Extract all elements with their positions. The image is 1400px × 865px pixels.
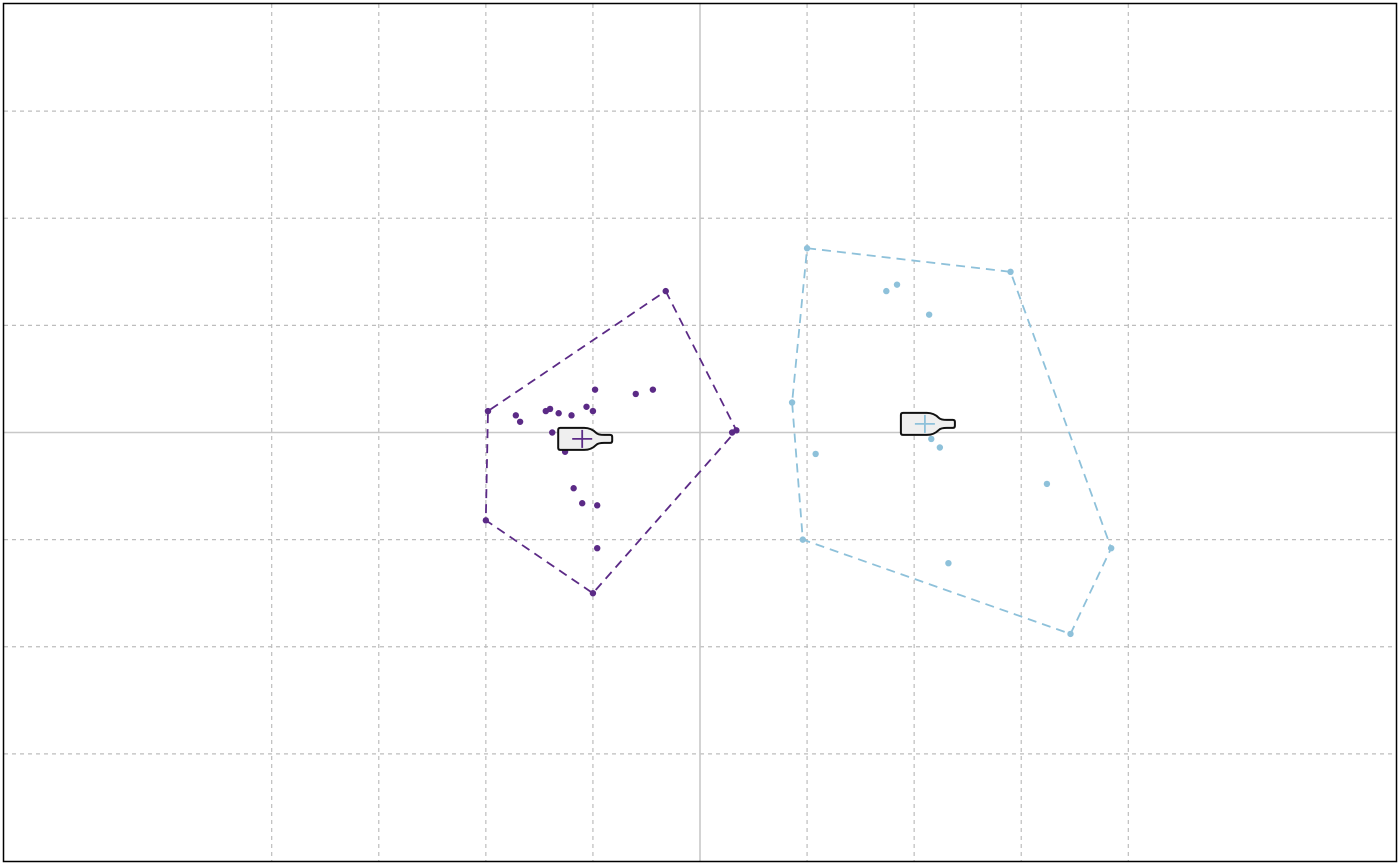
data-point [589,589,597,597]
bottle-icon [557,426,614,451]
data-point [733,427,740,434]
data-point [928,435,935,443]
data-point [594,544,601,552]
data-point [484,407,492,415]
data-point [589,407,597,415]
centroid-markers [557,411,956,451]
data-point [482,517,490,524]
data-point [516,418,524,425]
data-point [799,536,806,543]
data-point [570,485,577,492]
data-point [583,403,590,410]
data-point [788,399,796,406]
data-point [893,281,901,288]
data-point [549,429,556,436]
data-point [594,502,601,509]
data-point [883,287,890,295]
zero-lines [4,4,1396,861]
data-point [945,559,952,567]
data-point [1067,630,1074,638]
data-point [925,311,933,318]
data-point [803,245,811,252]
data-point [662,287,669,295]
data-point [512,412,520,419]
hull-group-1 [484,289,738,595]
data-point [632,390,639,398]
data-point [812,450,819,458]
data-point [591,386,599,393]
data-point [1007,268,1014,276]
hull-group-2 [791,247,1113,636]
data-point [1043,480,1051,488]
data-point [555,410,562,417]
data-point [649,386,657,393]
data-point [568,412,575,419]
data-point [936,444,944,451]
data-point [546,405,554,413]
data-point [1107,544,1115,552]
bottle-icon [899,411,956,436]
data-point [579,500,586,507]
